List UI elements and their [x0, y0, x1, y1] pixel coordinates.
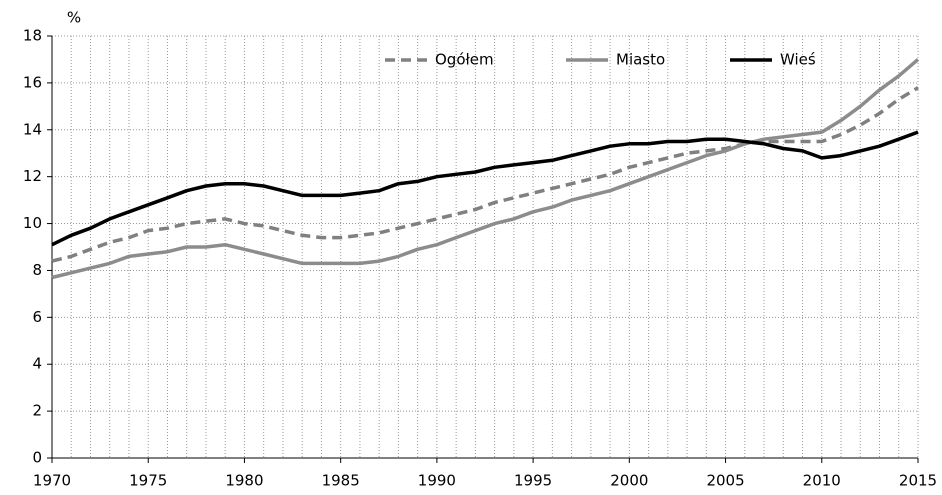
y-tick-label: 16: [23, 73, 42, 91]
x-tick-label: 2000: [610, 472, 648, 490]
y-tick-label: 18: [23, 27, 42, 45]
series-line: [51, 86, 919, 263]
y-tick-label: 12: [23, 167, 42, 185]
x-tick-label: 1980: [225, 472, 263, 490]
series-line: [51, 58, 920, 280]
y-tick-label: 10: [23, 214, 42, 232]
y-tick-label: 14: [23, 120, 42, 138]
legend-label: Ogółem: [435, 51, 494, 69]
x-tick-label: 1975: [129, 472, 167, 490]
y-tick-label: 2: [32, 402, 42, 420]
x-tick-label: 1995: [514, 472, 552, 490]
y-axis-label: %: [67, 9, 81, 27]
series-line: [51, 130, 919, 247]
x-tick-label: 2010: [803, 472, 841, 490]
x-tick-label: 1990: [418, 472, 456, 490]
x-tick-label: 1970: [33, 472, 71, 490]
legend-label: Wieś: [780, 51, 816, 69]
y-tick-label: 4: [32, 355, 42, 373]
x-tick-label: 2015: [899, 472, 937, 490]
y-tick-label: 6: [32, 308, 42, 326]
x-tick-label: 2005: [706, 472, 744, 490]
x-tick-label: 1985: [322, 472, 360, 490]
y-tick-label: 0: [32, 449, 42, 467]
legend-label: Miasto: [616, 51, 665, 69]
y-tick-label: 8: [32, 261, 42, 279]
